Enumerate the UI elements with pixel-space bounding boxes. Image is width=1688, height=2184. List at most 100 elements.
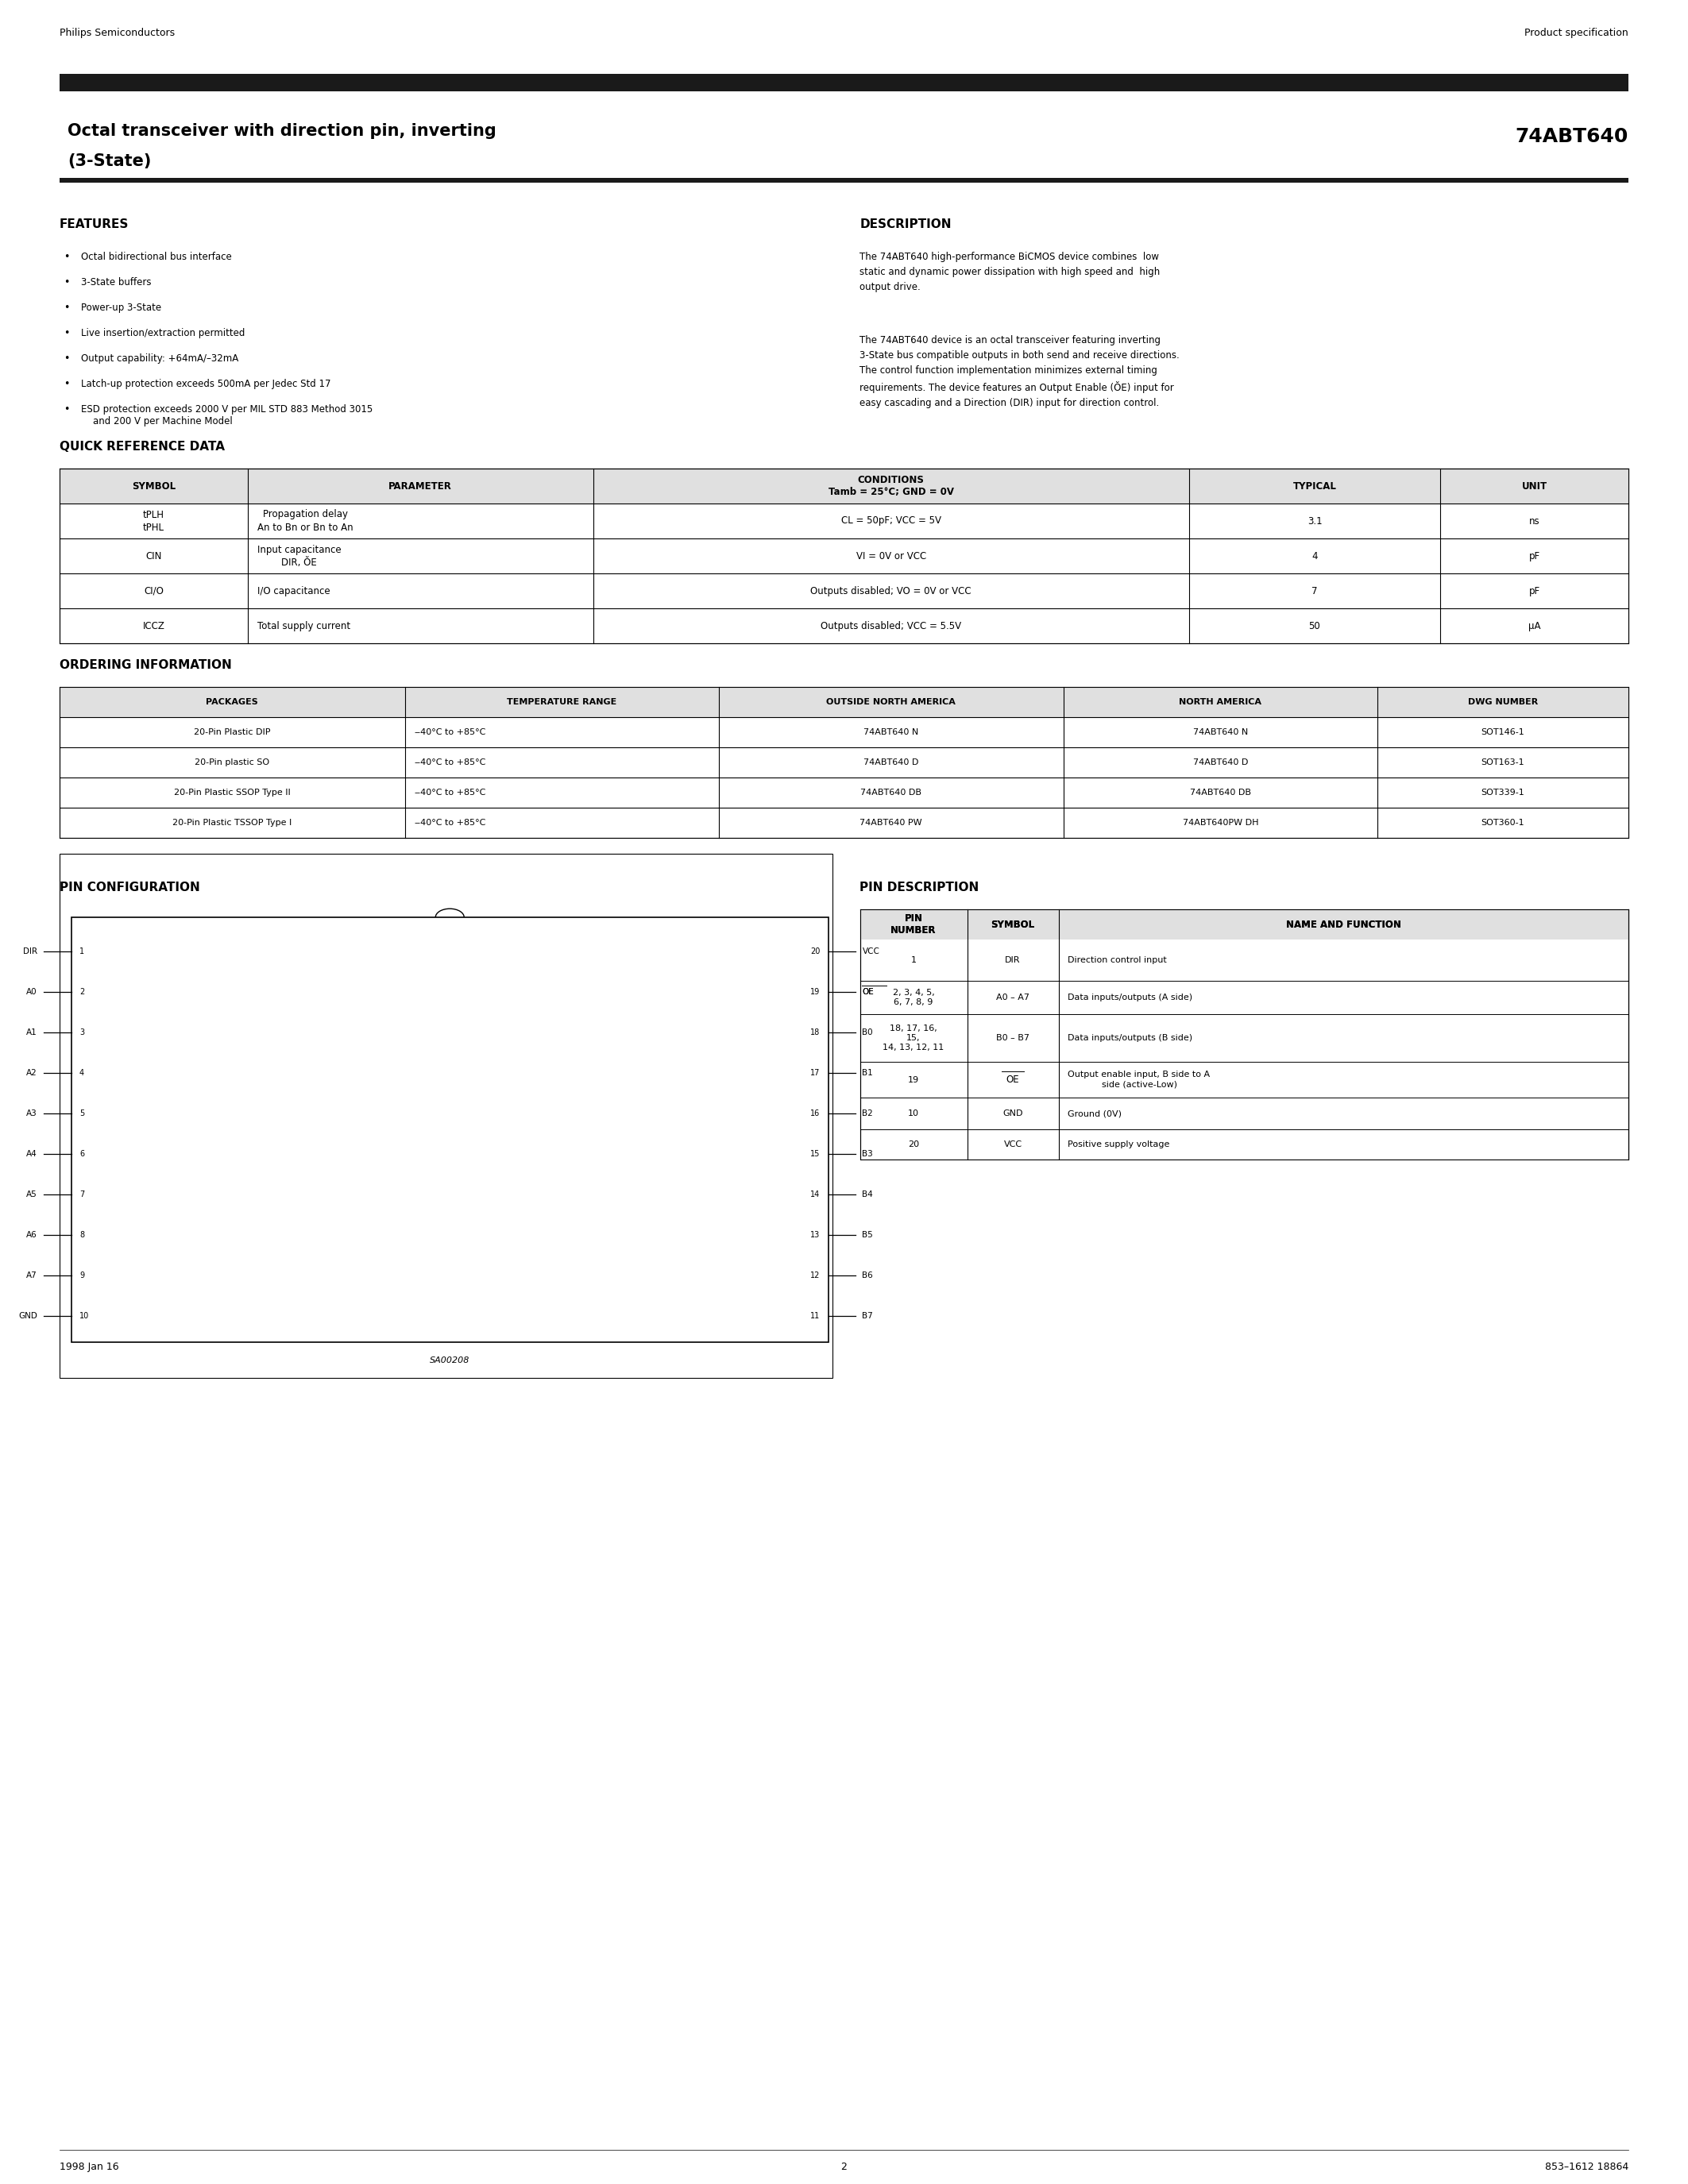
Bar: [59, 854, 832, 1378]
Text: 17: 17: [810, 1070, 820, 1077]
Text: 74ABT640PW DH: 74ABT640PW DH: [1183, 819, 1259, 828]
Text: 18: 18: [810, 1029, 820, 1037]
Text: 2, 3, 4, 5,
6, 7, 8, 9: 2, 3, 4, 5, 6, 7, 8, 9: [893, 989, 935, 1007]
Text: ns: ns: [1529, 515, 1539, 526]
Bar: [59, 470, 1629, 505]
Text: 74ABT640 D: 74ABT640 D: [864, 758, 918, 767]
Text: 2: 2: [841, 2162, 847, 2173]
Text: Outputs disabled; VO = 0V or VCC: Outputs disabled; VO = 0V or VCC: [810, 585, 972, 596]
Text: DIR: DIR: [1004, 957, 1021, 963]
Text: A2: A2: [27, 1070, 37, 1077]
Text: •: •: [64, 251, 69, 262]
Text: PARAMETER: PARAMETER: [388, 480, 452, 491]
Text: 74ABT640 DB: 74ABT640 DB: [1190, 788, 1251, 797]
Text: 8: 8: [79, 1232, 84, 1238]
Text: OE: OE: [863, 987, 874, 996]
Text: ‒40°C to +85°C: ‒40°C to +85°C: [414, 788, 484, 797]
Text: pF: pF: [1529, 550, 1539, 561]
Text: 3.1: 3.1: [1307, 515, 1322, 526]
Text: 7: 7: [79, 1190, 84, 1199]
Text: CI/O: CI/O: [143, 585, 164, 596]
Text: •: •: [64, 328, 69, 339]
Text: A1: A1: [27, 1029, 37, 1037]
Bar: [59, 74, 1629, 92]
Text: 10: 10: [908, 1109, 918, 1118]
Text: ‒40°C to +85°C: ‒40°C to +85°C: [414, 819, 484, 828]
Text: 74ABT640 DB: 74ABT640 DB: [861, 788, 922, 797]
Text: SA00208: SA00208: [430, 1356, 469, 1365]
Bar: [859, 909, 1629, 1160]
Text: TYPICAL: TYPICAL: [1293, 480, 1337, 491]
Text: SOT360-1: SOT360-1: [1482, 819, 1524, 828]
Text: 20-Pin Plastic SSOP Type II: 20-Pin Plastic SSOP Type II: [174, 788, 290, 797]
Text: 13: 13: [810, 1232, 820, 1238]
Text: SYMBOL: SYMBOL: [132, 480, 176, 491]
Text: DWG NUMBER: DWG NUMBER: [1469, 699, 1538, 705]
Text: •: •: [64, 304, 69, 312]
Text: Total supply current: Total supply current: [257, 620, 351, 631]
Text: A7: A7: [27, 1271, 37, 1280]
Text: 74ABT640 N: 74ABT640 N: [1193, 727, 1247, 736]
Text: 74ABT640 N: 74ABT640 N: [864, 727, 918, 736]
Text: •: •: [64, 404, 69, 415]
Text: 9: 9: [79, 1271, 84, 1280]
Text: SOT146-1: SOT146-1: [1480, 727, 1524, 736]
Text: Input capacitance
DIR, ŎE: Input capacitance DIR, ŎE: [257, 544, 341, 568]
Text: B4: B4: [863, 1190, 873, 1199]
Text: Live insertion/extraction permitted: Live insertion/extraction permitted: [81, 328, 245, 339]
Bar: [859, 909, 1629, 939]
Text: 15: 15: [810, 1151, 820, 1158]
Text: PACKAGES: PACKAGES: [206, 699, 258, 705]
Text: A6: A6: [27, 1232, 37, 1238]
Text: 74ABT640 D: 74ABT640 D: [1193, 758, 1247, 767]
Text: •: •: [64, 378, 69, 389]
Text: DESCRIPTION: DESCRIPTION: [859, 218, 952, 229]
Text: Output enable input, B side to A
side (active-Low): Output enable input, B side to A side (a…: [1069, 1070, 1210, 1088]
Bar: [59, 688, 1629, 839]
Text: A4: A4: [27, 1151, 37, 1158]
Text: NAME AND FUNCTION: NAME AND FUNCTION: [1286, 919, 1401, 930]
Text: NAME AND FUNCTION: NAME AND FUNCTION: [1286, 919, 1401, 930]
Text: A5: A5: [27, 1190, 37, 1199]
Text: 50: 50: [1308, 620, 1320, 631]
Text: The 74ABT640 device is an octal transceiver featuring inverting
3-State bus comp: The 74ABT640 device is an octal transcei…: [859, 334, 1180, 408]
Bar: [859, 909, 1629, 939]
Text: B0 – B7: B0 – B7: [996, 1033, 1030, 1042]
Text: PIN
NUMBER: PIN NUMBER: [891, 913, 937, 935]
Text: (3-State): (3-State): [68, 153, 152, 168]
Text: Propagation delay
An to Bn or Bn to An: Propagation delay An to Bn or Bn to An: [257, 509, 353, 533]
Text: I/O capacitance: I/O capacitance: [257, 585, 331, 596]
Text: B0: B0: [863, 1029, 873, 1037]
Text: GND: GND: [19, 1313, 37, 1319]
Text: 20-Pin plastic SO: 20-Pin plastic SO: [194, 758, 270, 767]
Text: Octal bidirectional bus interface: Octal bidirectional bus interface: [81, 251, 231, 262]
Text: pF: pF: [1529, 585, 1539, 596]
Bar: [59, 688, 1629, 716]
Text: OE: OE: [863, 987, 874, 996]
Text: 19: 19: [810, 987, 820, 996]
Text: 11: 11: [810, 1313, 820, 1319]
Text: 2: 2: [79, 987, 84, 996]
Text: Output capability: +64mA/–32mA: Output capability: +64mA/–32mA: [81, 354, 238, 365]
Text: 20-Pin Plastic TSSOP Type I: 20-Pin Plastic TSSOP Type I: [172, 819, 292, 828]
Text: 20: 20: [810, 948, 820, 957]
Text: Positive supply voltage: Positive supply voltage: [1069, 1140, 1170, 1149]
Text: UNIT: UNIT: [1521, 480, 1546, 491]
Text: ‒40°C to +85°C: ‒40°C to +85°C: [414, 727, 484, 736]
Text: CL = 50pF; VCC = 5V: CL = 50pF; VCC = 5V: [841, 515, 942, 526]
Text: PIN
NUMBER: PIN NUMBER: [891, 913, 937, 935]
Text: Outputs disabled; VCC = 5.5V: Outputs disabled; VCC = 5.5V: [820, 620, 962, 631]
Text: ORDERING INFORMATION: ORDERING INFORMATION: [59, 660, 231, 670]
Text: μA: μA: [1528, 620, 1541, 631]
Text: Philips Semiconductors: Philips Semiconductors: [59, 28, 176, 37]
Text: PIN DESCRIPTION: PIN DESCRIPTION: [859, 882, 979, 893]
Text: 1: 1: [912, 957, 917, 963]
Text: 7: 7: [1312, 585, 1318, 596]
Text: •: •: [64, 354, 69, 365]
Text: SYMBOL: SYMBOL: [991, 919, 1035, 930]
Text: SYMBOL: SYMBOL: [991, 919, 1035, 930]
Text: •: •: [64, 277, 69, 288]
Text: A3: A3: [27, 1109, 37, 1118]
Text: 3-State buffers: 3-State buffers: [81, 277, 152, 288]
Text: 10: 10: [79, 1313, 89, 1319]
